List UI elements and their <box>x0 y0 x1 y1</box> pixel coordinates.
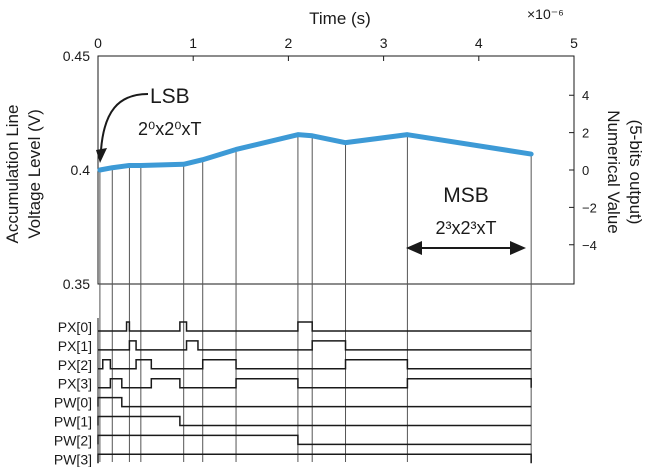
right-y-axis-title: Numerical Value (5-bits output) <box>604 110 645 233</box>
time-marker-lines <box>99 134 532 462</box>
msb-label: MSB <box>443 184 489 207</box>
left-y-axis-title: Accumulation Line Voltage Level (V) <box>3 105 44 244</box>
signal-label: PX[3] <box>58 376 92 392</box>
signal-waveform <box>98 377 532 389</box>
left-y-axis-title-line2: Voltage Level (V) <box>25 109 44 238</box>
voltage-point <box>111 167 113 169</box>
msb-annotation: MSB 2³x2³xT <box>406 184 526 255</box>
signal-waveform <box>98 340 532 351</box>
x-axis-scale-factor: ×10⁻⁶ <box>527 6 564 22</box>
signal-waveform <box>97 415 532 427</box>
signal-label: PW[0] <box>54 395 92 411</box>
axis-tick-marks <box>97 55 575 285</box>
signal-label: PW[1] <box>54 414 92 430</box>
voltage-point <box>128 164 130 166</box>
signal-waveform <box>98 321 532 332</box>
signal-label: PX[2] <box>58 357 92 373</box>
timing-diagram: PX[0] PX[1] PX[2] PX[3] PW[0] PW[1] PW[2] PW[3] <box>54 318 532 467</box>
voltage-series <box>97 132 534 173</box>
left-y-tick-label: 0.35 <box>63 276 90 292</box>
voltage-point <box>99 169 101 171</box>
signal-label: PX[1] <box>58 338 92 354</box>
right-y-tick-label: 0 <box>582 163 589 178</box>
msb-arrow-right-head <box>510 241 526 255</box>
right-y-axis-title-line2: (5-bits output) <box>626 120 645 225</box>
lsb-arrow-head <box>96 148 107 163</box>
x-tick-label: 0 <box>94 35 102 51</box>
x-tick-label: 4 <box>475 35 483 51</box>
left-y-tick-label: 0.4 <box>71 162 91 178</box>
msb-arrow-left-head <box>406 241 422 255</box>
x-tick-label: 3 <box>380 35 388 51</box>
voltage-point <box>311 135 313 137</box>
signal-waveform <box>98 359 532 370</box>
right-y-tick-label: −2 <box>582 200 597 215</box>
lsb-formula: 2⁰x2⁰xT <box>138 119 201 139</box>
x-tick-label: 1 <box>189 35 197 51</box>
voltage-line <box>97 132 534 173</box>
lsb-annotation: LSB 2⁰x2⁰xT <box>96 85 201 163</box>
lsb-arrow <box>100 93 149 151</box>
right-y-tick-label: 2 <box>582 126 589 141</box>
right-y-tick-label: −4 <box>582 238 597 253</box>
right-y-tick-labels: 4 2 0 −2 −4 <box>582 88 597 253</box>
left-y-tick-labels: 0.45 0.4 0.35 <box>63 48 90 292</box>
voltage-point <box>406 134 408 136</box>
x-tick-labels: 0 1 2 3 4 5 <box>94 35 578 51</box>
x-tick-label: 2 <box>285 35 293 51</box>
voltage-point <box>202 159 204 161</box>
top-x-axis-title: Time (s) <box>309 9 371 28</box>
voltage-point <box>183 163 185 165</box>
voltage-point <box>235 148 237 150</box>
left-y-tick-label: 0.45 <box>63 48 90 64</box>
signal-label: PW[2] <box>54 432 92 448</box>
voltage-point <box>345 142 347 144</box>
right-y-tick-label: 4 <box>582 88 589 103</box>
signal-waveform <box>97 453 532 464</box>
voltage-point <box>297 134 299 136</box>
left-y-axis-title-line1: Accumulation Line <box>3 105 22 244</box>
signal-waveform <box>97 434 532 446</box>
x-tick-label: 5 <box>570 35 578 51</box>
signal-label: PX[0] <box>58 319 92 335</box>
lsb-label: LSB <box>150 85 190 108</box>
right-y-axis-title-line1: Numerical Value <box>604 110 623 233</box>
signal-waveform <box>97 396 532 408</box>
msb-formula: 2³x2³xT <box>435 218 496 238</box>
signal-label: PW[3] <box>54 451 92 467</box>
voltage-point <box>140 164 142 166</box>
voltage-point <box>530 153 532 155</box>
